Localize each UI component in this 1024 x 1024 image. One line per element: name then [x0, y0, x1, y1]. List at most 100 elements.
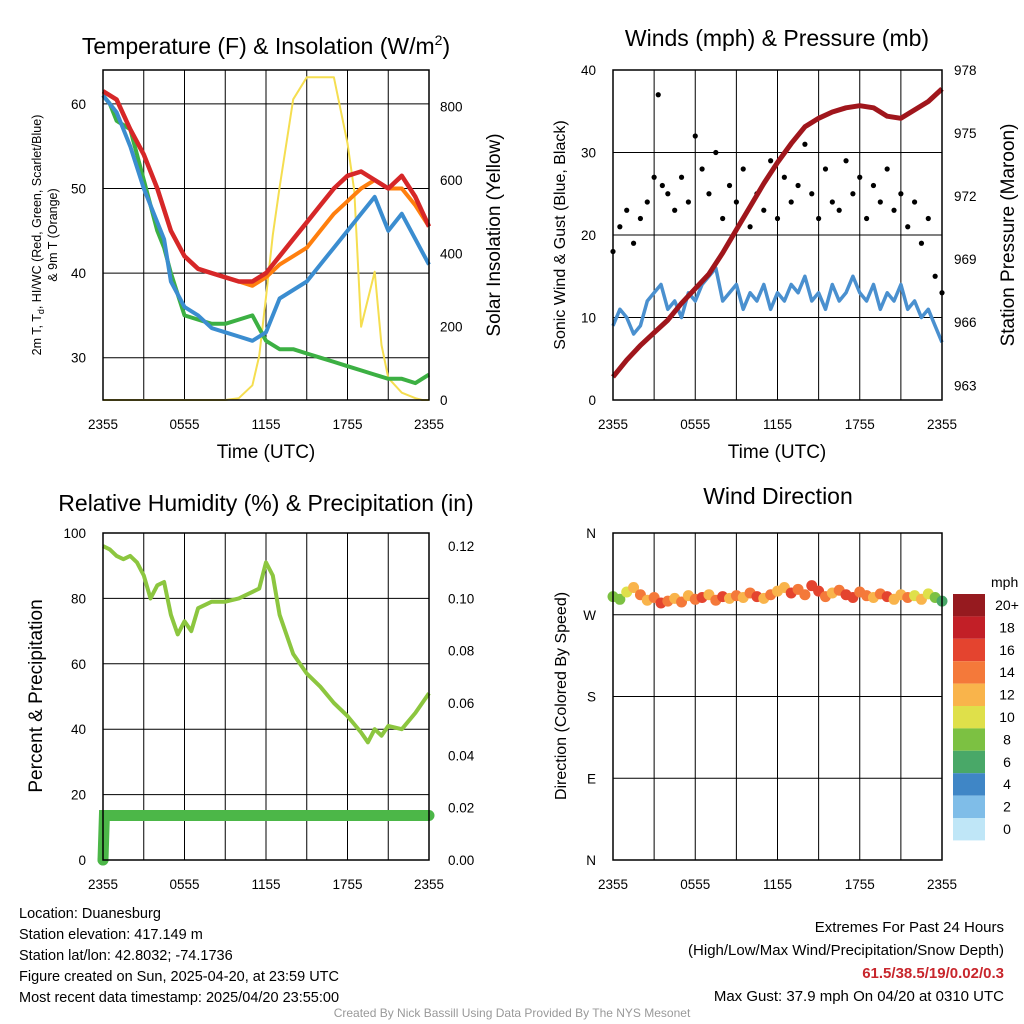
- winds-gust-point: [665, 191, 671, 197]
- humidity-y2-tick-label: 0.06: [448, 696, 474, 711]
- winds-gust-point: [713, 149, 719, 156]
- temperature-x-tick-label: 1755: [332, 417, 362, 432]
- humidity-y-tick-label: 20: [71, 788, 86, 803]
- panel-winds: Winds (mph) & Pressure (mb) 0 10 20 30 40 963…: [552, 25, 1019, 463]
- colorbar-label: 2: [1003, 799, 1011, 815]
- direction-y-tick-label: S: [587, 690, 596, 705]
- winds-gust-point: [918, 240, 925, 246]
- direction-title: Wind Direction: [703, 483, 853, 509]
- temperature-series: [101, 76, 432, 401]
- temperature-frame: [102, 69, 430, 401]
- winds-series-wind: [611, 266, 944, 343]
- info-recent: Most recent data timestamp: 2025/04/20 2…: [19, 990, 340, 1006]
- temperature-y-label-2: & 9m T (Orange): [46, 188, 60, 281]
- winds-gust-point: [672, 207, 678, 213]
- winds-gust-point: [624, 207, 630, 213]
- temperature-series-temp: [101, 89, 432, 284]
- colorbar-swatch: [953, 594, 985, 617]
- winds-ticks: 0 10 20 30 40 963 966 969 972 975 978 2355 0555 1155 1…: [581, 63, 977, 432]
- winds-y2-tick-label: 975: [954, 126, 977, 141]
- winds-gust-point: [761, 207, 767, 213]
- winds-gust-point: [768, 158, 774, 164]
- max-gust: Max Gust: 37.9 mph On 04/20 at 0310 UTC: [713, 988, 1004, 1005]
- humidity-x-tick-label: 2355: [414, 877, 444, 892]
- humidity-frame: [102, 532, 430, 861]
- winds-gust-point: [925, 215, 931, 222]
- colorbar-swatch: [953, 616, 985, 639]
- temperature-y-tick-label: 30: [71, 351, 86, 366]
- winds-gust-point: [659, 182, 665, 189]
- panel-humidity: Relative Humidity (%) & Precipitation (i…: [26, 490, 475, 892]
- temperature-y-label: 2m T, Td, HI/WC (Red, Green, Scarlet/Blu…: [30, 115, 46, 356]
- info-created: Figure created on Sun, 2025-04-20, at 23…: [19, 969, 339, 985]
- humidity-x-tick-label: 2355: [88, 877, 118, 892]
- humidity-x-tick-label: 1755: [332, 877, 362, 892]
- colorbar-swatch: [953, 706, 985, 729]
- colorbar-swatch: [953, 818, 985, 841]
- winds-gust-point: [870, 182, 877, 189]
- winds-gust-point: [630, 240, 637, 246]
- colorbar-label: 18: [999, 619, 1015, 635]
- humidity-y2-tick-label: 0.10: [448, 591, 474, 606]
- colorbar-label: 10: [999, 709, 1015, 725]
- temperature-y2-tick-label: 200: [440, 320, 463, 335]
- winds-gust-point: [678, 174, 685, 180]
- winds-x-tick-label: 1755: [845, 417, 875, 432]
- colorbar-swatch: [953, 661, 985, 684]
- humidity-x-tick-label: 1155: [251, 877, 280, 892]
- humidity-y-tick-label: 0: [78, 853, 86, 868]
- direction-grid: [613, 533, 942, 860]
- winds-series-pressure: [611, 87, 944, 379]
- speed-colorbar: mph 20+ 18 16 14 12 10 8 6 4 2 0: [953, 574, 1019, 841]
- panel-temperature: Temperature (F) & Insolation (W/m2) 30 40…: [30, 32, 505, 463]
- colorbar-swatch: [953, 773, 985, 796]
- colorbar-swatch: [953, 750, 985, 774]
- winds-gust-point: [809, 191, 815, 197]
- humidity-x-tick-label: 0555: [169, 877, 199, 892]
- colorbar-label: 4: [1003, 776, 1011, 792]
- humidity-y-tick-label: 40: [71, 722, 86, 737]
- colorbar-swatch: [953, 683, 985, 706]
- temperature-x-tick-label: 0555: [169, 417, 199, 432]
- winds-gust-point: [898, 191, 904, 197]
- temperature-x-label: Time (UTC): [217, 442, 316, 463]
- winds-y-label: Sonic Wind & Gust (Blue, Black): [552, 120, 569, 349]
- colorbar-label: 16: [999, 642, 1015, 658]
- winds-y-tick-label: 40: [581, 63, 596, 78]
- winds-gust-point: [720, 215, 726, 222]
- winds-gust-point: [706, 191, 712, 197]
- winds-gust-point: [843, 158, 849, 164]
- winds-series: [610, 87, 945, 379]
- winds-gust-point: [850, 191, 856, 197]
- credit-line: Created By Nick Bassill Using Data Provi…: [333, 1006, 691, 1020]
- winds-gust-point: [644, 199, 650, 205]
- extremes-values: 61.5/38.5/19/0.02/0.3: [862, 965, 1004, 982]
- winds-y2-tick-label: 969: [954, 252, 977, 267]
- temperature-x-tick-label: 2355: [88, 417, 118, 432]
- winds-gust-point: [699, 166, 705, 172]
- temperature-y2-tick-label: 600: [440, 173, 463, 188]
- colorbar-swatch: [953, 795, 985, 818]
- winds-y-tick-label: 0: [588, 393, 596, 408]
- winds-gust-point: [637, 215, 644, 222]
- winds-gust-point: [911, 199, 918, 205]
- humidity-y-tick-label: 60: [71, 657, 86, 672]
- direction-x-tick-label: 1755: [845, 877, 875, 892]
- winds-gust-point: [829, 199, 835, 205]
- temperature-grid: [103, 70, 429, 400]
- humidity-y2-tick-label: 0.04: [448, 748, 475, 763]
- winds-gust-point: [932, 273, 938, 279]
- humidity-series: [97, 544, 435, 866]
- direction-y-tick-label: E: [587, 771, 596, 786]
- direction-x-tick-label: 2355: [927, 877, 957, 892]
- direction-series: [607, 580, 948, 609]
- winds-x-label: Time (UTC): [728, 442, 827, 463]
- temperature-y-tick-label: 40: [71, 266, 86, 281]
- winds-x-tick-label: 1155: [763, 417, 792, 432]
- winds-gust-point: [884, 166, 890, 172]
- winds-gust-point: [891, 207, 897, 213]
- humidity-y2-tick-label: 0.02: [448, 801, 474, 816]
- humidity-y-label: Percent & Precipitation: [26, 599, 47, 792]
